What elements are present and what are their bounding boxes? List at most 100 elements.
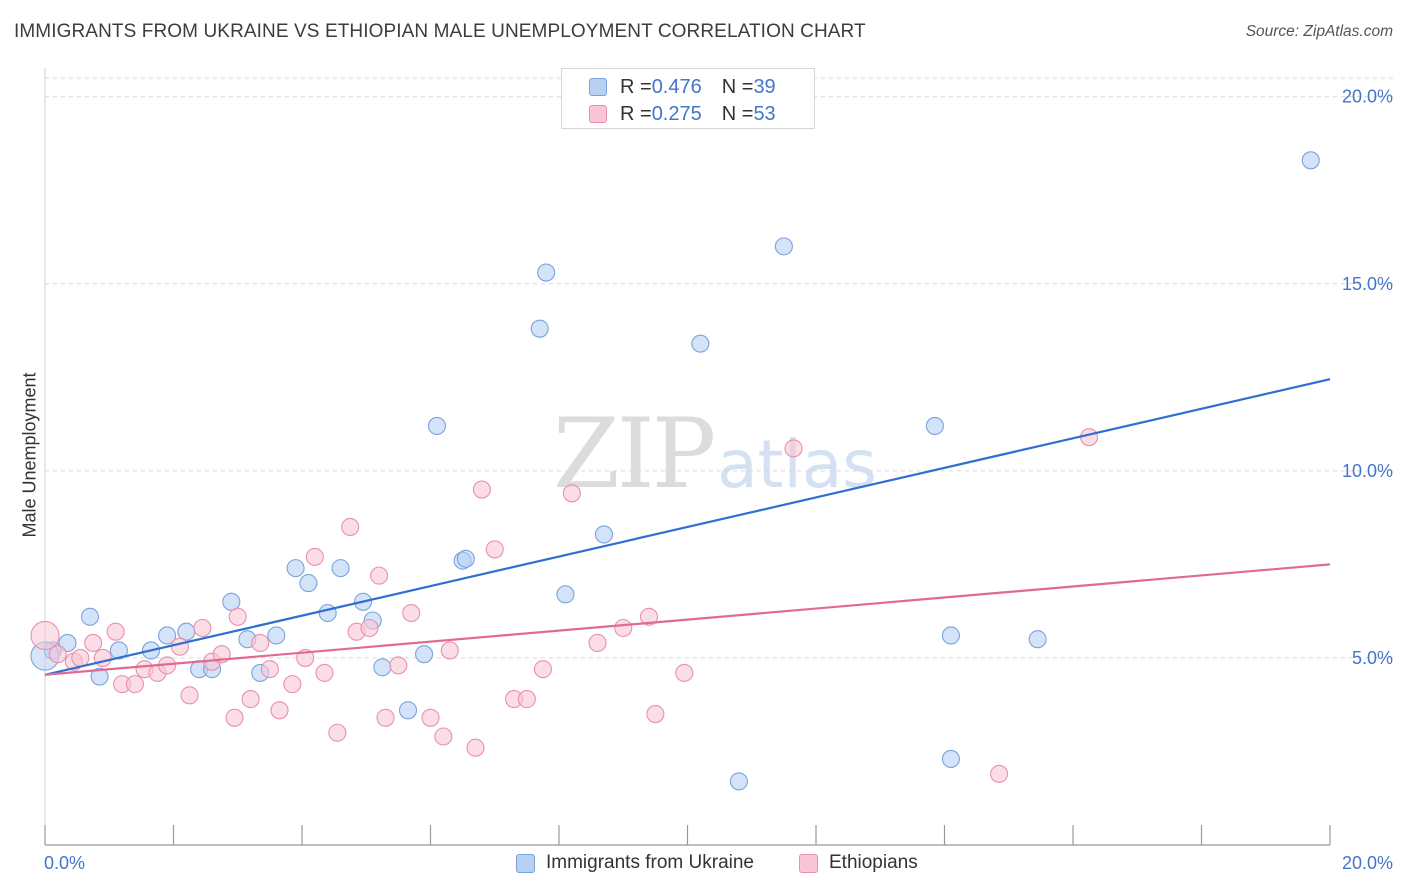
ukraine-point bbox=[1301, 151, 1320, 170]
correlation-legend: R = 0.476 N = 39 R = 0.275 N = 53 bbox=[561, 68, 815, 129]
ethiopian-point bbox=[106, 622, 125, 641]
ethiopian-point bbox=[283, 675, 302, 694]
ukraine-point bbox=[774, 237, 793, 256]
ukraine-point bbox=[941, 749, 960, 768]
y-tick-label: 20.0% bbox=[1342, 87, 1393, 107]
ethiopian-point bbox=[389, 656, 408, 675]
legend-swatch-blue bbox=[589, 78, 607, 96]
ukraine-point bbox=[1028, 630, 1047, 649]
legend-n-value: 39 bbox=[753, 75, 776, 98]
ethiopian-point bbox=[517, 690, 536, 709]
ukraine-point bbox=[925, 416, 944, 436]
legend-item-ukraine: Immigrants from Ukraine bbox=[516, 852, 754, 874]
chart-title: IMMIGRANTS FROM UKRAINE VS ETHIOPIAN MAL… bbox=[14, 21, 866, 42]
legend-r-label: R = bbox=[620, 102, 652, 125]
ukraine-point bbox=[537, 263, 556, 282]
y-tick-label: 5.0% bbox=[1352, 648, 1393, 668]
y-tick-label: 10.0% bbox=[1342, 461, 1393, 481]
ukraine-point bbox=[267, 626, 286, 645]
y-tick-label: 15.0% bbox=[1342, 274, 1393, 294]
source-label: Source: ZipAtlas.com bbox=[1245, 23, 1393, 40]
ethiopian-point bbox=[376, 708, 395, 727]
ethiopian-point bbox=[328, 723, 347, 742]
ethiopian-point bbox=[588, 633, 607, 653]
ukraine-point bbox=[691, 334, 710, 353]
legend-r-label: R = bbox=[620, 75, 652, 98]
legend-swatch-pink bbox=[799, 853, 818, 873]
ethiopian-point bbox=[675, 663, 694, 682]
ethiopian-point bbox=[990, 764, 1009, 783]
ethiopian-point bbox=[30, 620, 60, 651]
ukraine-point bbox=[331, 559, 350, 578]
ethiopian-point bbox=[84, 633, 103, 653]
ethiopian-point bbox=[485, 540, 504, 559]
ukraine-point bbox=[373, 658, 392, 677]
ethiopian-point bbox=[251, 633, 270, 653]
ethiopian-point bbox=[315, 663, 334, 682]
legend-n-label: N = bbox=[721, 102, 754, 125]
ethiopian-point bbox=[125, 675, 144, 694]
ukraine-trend-line bbox=[44, 378, 1331, 676]
legend-label-ukraine: Immigrants from Ukraine bbox=[546, 852, 754, 873]
ethiopian-point bbox=[180, 686, 199, 705]
ethiopian-point bbox=[562, 484, 581, 503]
ukraine-point bbox=[80, 607, 100, 626]
ethiopian-point bbox=[228, 607, 247, 626]
ukraine-point bbox=[556, 585, 575, 604]
ethiopian-point bbox=[360, 618, 379, 638]
ethiopian-point bbox=[305, 547, 324, 566]
ethiopian-point bbox=[170, 637, 189, 656]
ukraine-point bbox=[427, 416, 446, 436]
ukraine-point bbox=[729, 772, 748, 791]
ukraine-point bbox=[158, 626, 177, 645]
ethiopian-point bbox=[614, 618, 633, 638]
ukraine-point bbox=[90, 667, 109, 686]
legend-item-ethiopians: Ethiopians bbox=[799, 852, 918, 874]
ethiopian-point bbox=[421, 708, 440, 727]
ethiopian-point bbox=[71, 648, 90, 667]
ukraine-point bbox=[594, 525, 614, 544]
ukraine-point bbox=[222, 592, 241, 611]
ethiopian-point bbox=[48, 645, 67, 664]
ethiopian-point bbox=[434, 727, 453, 746]
legend-row-ukraine: R = 0.476 N = 39 bbox=[562, 75, 776, 99]
ethiopian-trend-line bbox=[44, 563, 1331, 676]
ethiopian-point bbox=[241, 690, 260, 709]
ukraine-point bbox=[530, 319, 549, 338]
ethiopian-point bbox=[440, 641, 459, 660]
ukraine-point bbox=[398, 701, 418, 720]
ethiopian-point bbox=[270, 701, 289, 720]
ethiopian-point bbox=[639, 607, 659, 626]
ethiopian-point bbox=[784, 439, 803, 458]
ethiopian-point bbox=[193, 618, 212, 638]
ethiopian-point bbox=[466, 738, 485, 757]
ethiopian-point bbox=[533, 660, 552, 679]
ethiopian-point bbox=[646, 704, 665, 724]
legend-row-ethiopians: R = 0.275 N = 53 bbox=[562, 102, 776, 126]
legend-r-value: 0.275 bbox=[651, 102, 702, 125]
y-axis-label: Male Unemployment bbox=[19, 372, 40, 538]
ukraine-point bbox=[286, 559, 305, 578]
ethiopian-point bbox=[260, 660, 279, 679]
ethiopian-point bbox=[341, 517, 360, 537]
legend-swatch-blue bbox=[516, 853, 535, 873]
ukraine-point bbox=[415, 645, 434, 664]
legend-label-ethiopians: Ethiopians bbox=[829, 852, 918, 873]
ukraine-point bbox=[109, 641, 128, 660]
legend-n-value: 53 bbox=[753, 102, 776, 125]
ethiopian-point bbox=[370, 566, 389, 585]
ethiopian-point bbox=[472, 480, 491, 499]
ukraine-point bbox=[299, 574, 318, 593]
legend-r-value: 0.476 bbox=[651, 75, 702, 98]
x-tick-label: 0.0% bbox=[44, 853, 85, 873]
ethiopian-point bbox=[1080, 428, 1099, 447]
ukraine-point bbox=[941, 626, 960, 645]
ukraine-point bbox=[456, 549, 475, 568]
ethiopian-point bbox=[225, 708, 244, 727]
legend-n-label: N = bbox=[721, 75, 754, 98]
x-tick-label: 20.0% bbox=[1342, 853, 1393, 873]
ethiopian-point bbox=[402, 603, 421, 623]
ukraine-point bbox=[318, 603, 337, 623]
legend-swatch-pink bbox=[589, 105, 607, 123]
